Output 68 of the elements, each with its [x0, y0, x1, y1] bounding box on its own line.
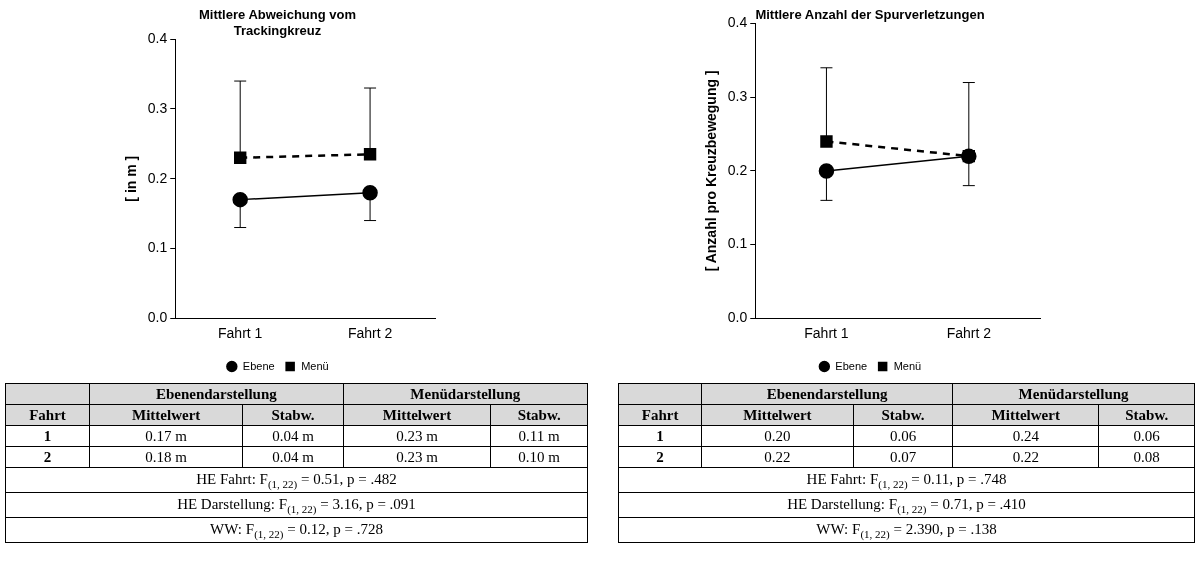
text: 0.24	[952, 425, 1099, 447]
text: Menüdarstellung	[343, 383, 588, 405]
text: Mittelwert	[89, 404, 243, 426]
text: Stabw.	[242, 404, 344, 426]
text: HE Fahrt: F$_{(1, 22)}$ = 0.51, p = .482	[5, 467, 588, 493]
y-tick-label: 0.1	[727, 235, 748, 252]
text: Mittelwert	[701, 404, 854, 426]
text: 0.11 m	[490, 425, 588, 447]
legend-label: Menü	[301, 359, 329, 372]
point	[362, 184, 378, 201]
text: HE Darstellung: F$_{(1, 22)}$ = 3.16, p = .091	[5, 492, 588, 518]
text: 2	[5, 446, 90, 468]
x-tick-label: Fahrt 1	[804, 325, 849, 342]
text: 0.23 m	[343, 425, 491, 447]
text: 2	[618, 446, 702, 468]
y-axis-title: [ in m ]	[123, 155, 140, 202]
text: HE Darstellung: F$_{(1, 22)}$ = 0.71, p = .410	[618, 492, 1195, 518]
text: WW: F$_{(1, 22)}$ = 0.12, p = .728	[5, 517, 588, 543]
text: WW: F$_{(1, 22)}$ = 2.390, p = .138	[618, 517, 1195, 543]
chart-title: Mittlere Abweichung vom Trackingkreuz	[199, 7, 356, 38]
text: Mittelwert	[343, 404, 491, 426]
y-tick-label: 0.4	[147, 30, 168, 47]
text: 1	[5, 425, 90, 447]
point	[820, 135, 833, 148]
text: 0.06	[853, 425, 953, 447]
y-tick-label: 0.4	[727, 14, 748, 31]
y-axis-title: [ Anzahl pro Kreuzbewegung ]	[703, 70, 720, 272]
text: 0.22	[701, 446, 854, 468]
x-tick-label: Fahrt 2	[347, 325, 393, 342]
text: 0.10 m	[490, 446, 588, 468]
y-tick-label: 0.1	[147, 239, 168, 256]
legend-label: Ebene	[835, 359, 868, 372]
text: 0.06	[1098, 425, 1195, 447]
text: Stabw.	[1098, 404, 1195, 426]
point	[363, 148, 377, 161]
text: Fahrt	[618, 404, 702, 426]
text: 0.22	[952, 446, 1099, 468]
text: Fahrt	[5, 404, 90, 426]
text: 0.17 m	[89, 425, 243, 447]
y-tick-label: 0.2	[727, 161, 748, 178]
text: Mittelwert	[952, 404, 1099, 426]
y-tick-label: 0.3	[727, 88, 748, 105]
text: 0.04 m	[242, 446, 344, 468]
text: 0.23 m	[343, 446, 491, 468]
y-tick-label: 0.2	[147, 169, 168, 186]
chart-title: Mittlere Anzahl der Spurverletzungen	[755, 7, 985, 23]
text: Stabw.	[490, 404, 588, 426]
point	[818, 163, 835, 179]
point	[232, 191, 248, 208]
y-tick-label: 0.0	[727, 309, 748, 326]
x-tick-label: Fahrt 2	[946, 325, 992, 342]
point	[234, 151, 247, 164]
text: 0.08	[1098, 446, 1195, 468]
text: 0.18 m	[89, 446, 243, 468]
y-tick-label: 0.0	[147, 309, 168, 326]
text: HE Fahrt: F$_{(1, 22)}$ = 0.11, p = .748	[618, 467, 1195, 493]
x-tick-label: Fahrt 1	[218, 325, 263, 342]
text: Ebenendarstellung	[701, 383, 953, 405]
text: Stabw.	[853, 404, 953, 426]
text: Menüdarstellung	[952, 383, 1195, 405]
text: 1	[618, 425, 702, 447]
legend-label: Menü	[893, 359, 922, 372]
text: 0.04 m	[242, 425, 344, 447]
text: Ebenendarstellung	[89, 383, 344, 405]
y-tick-label: 0.3	[147, 99, 168, 116]
legend-label: Ebene	[242, 359, 275, 372]
text: 0.20	[701, 425, 854, 447]
text: 0.07	[853, 446, 953, 468]
